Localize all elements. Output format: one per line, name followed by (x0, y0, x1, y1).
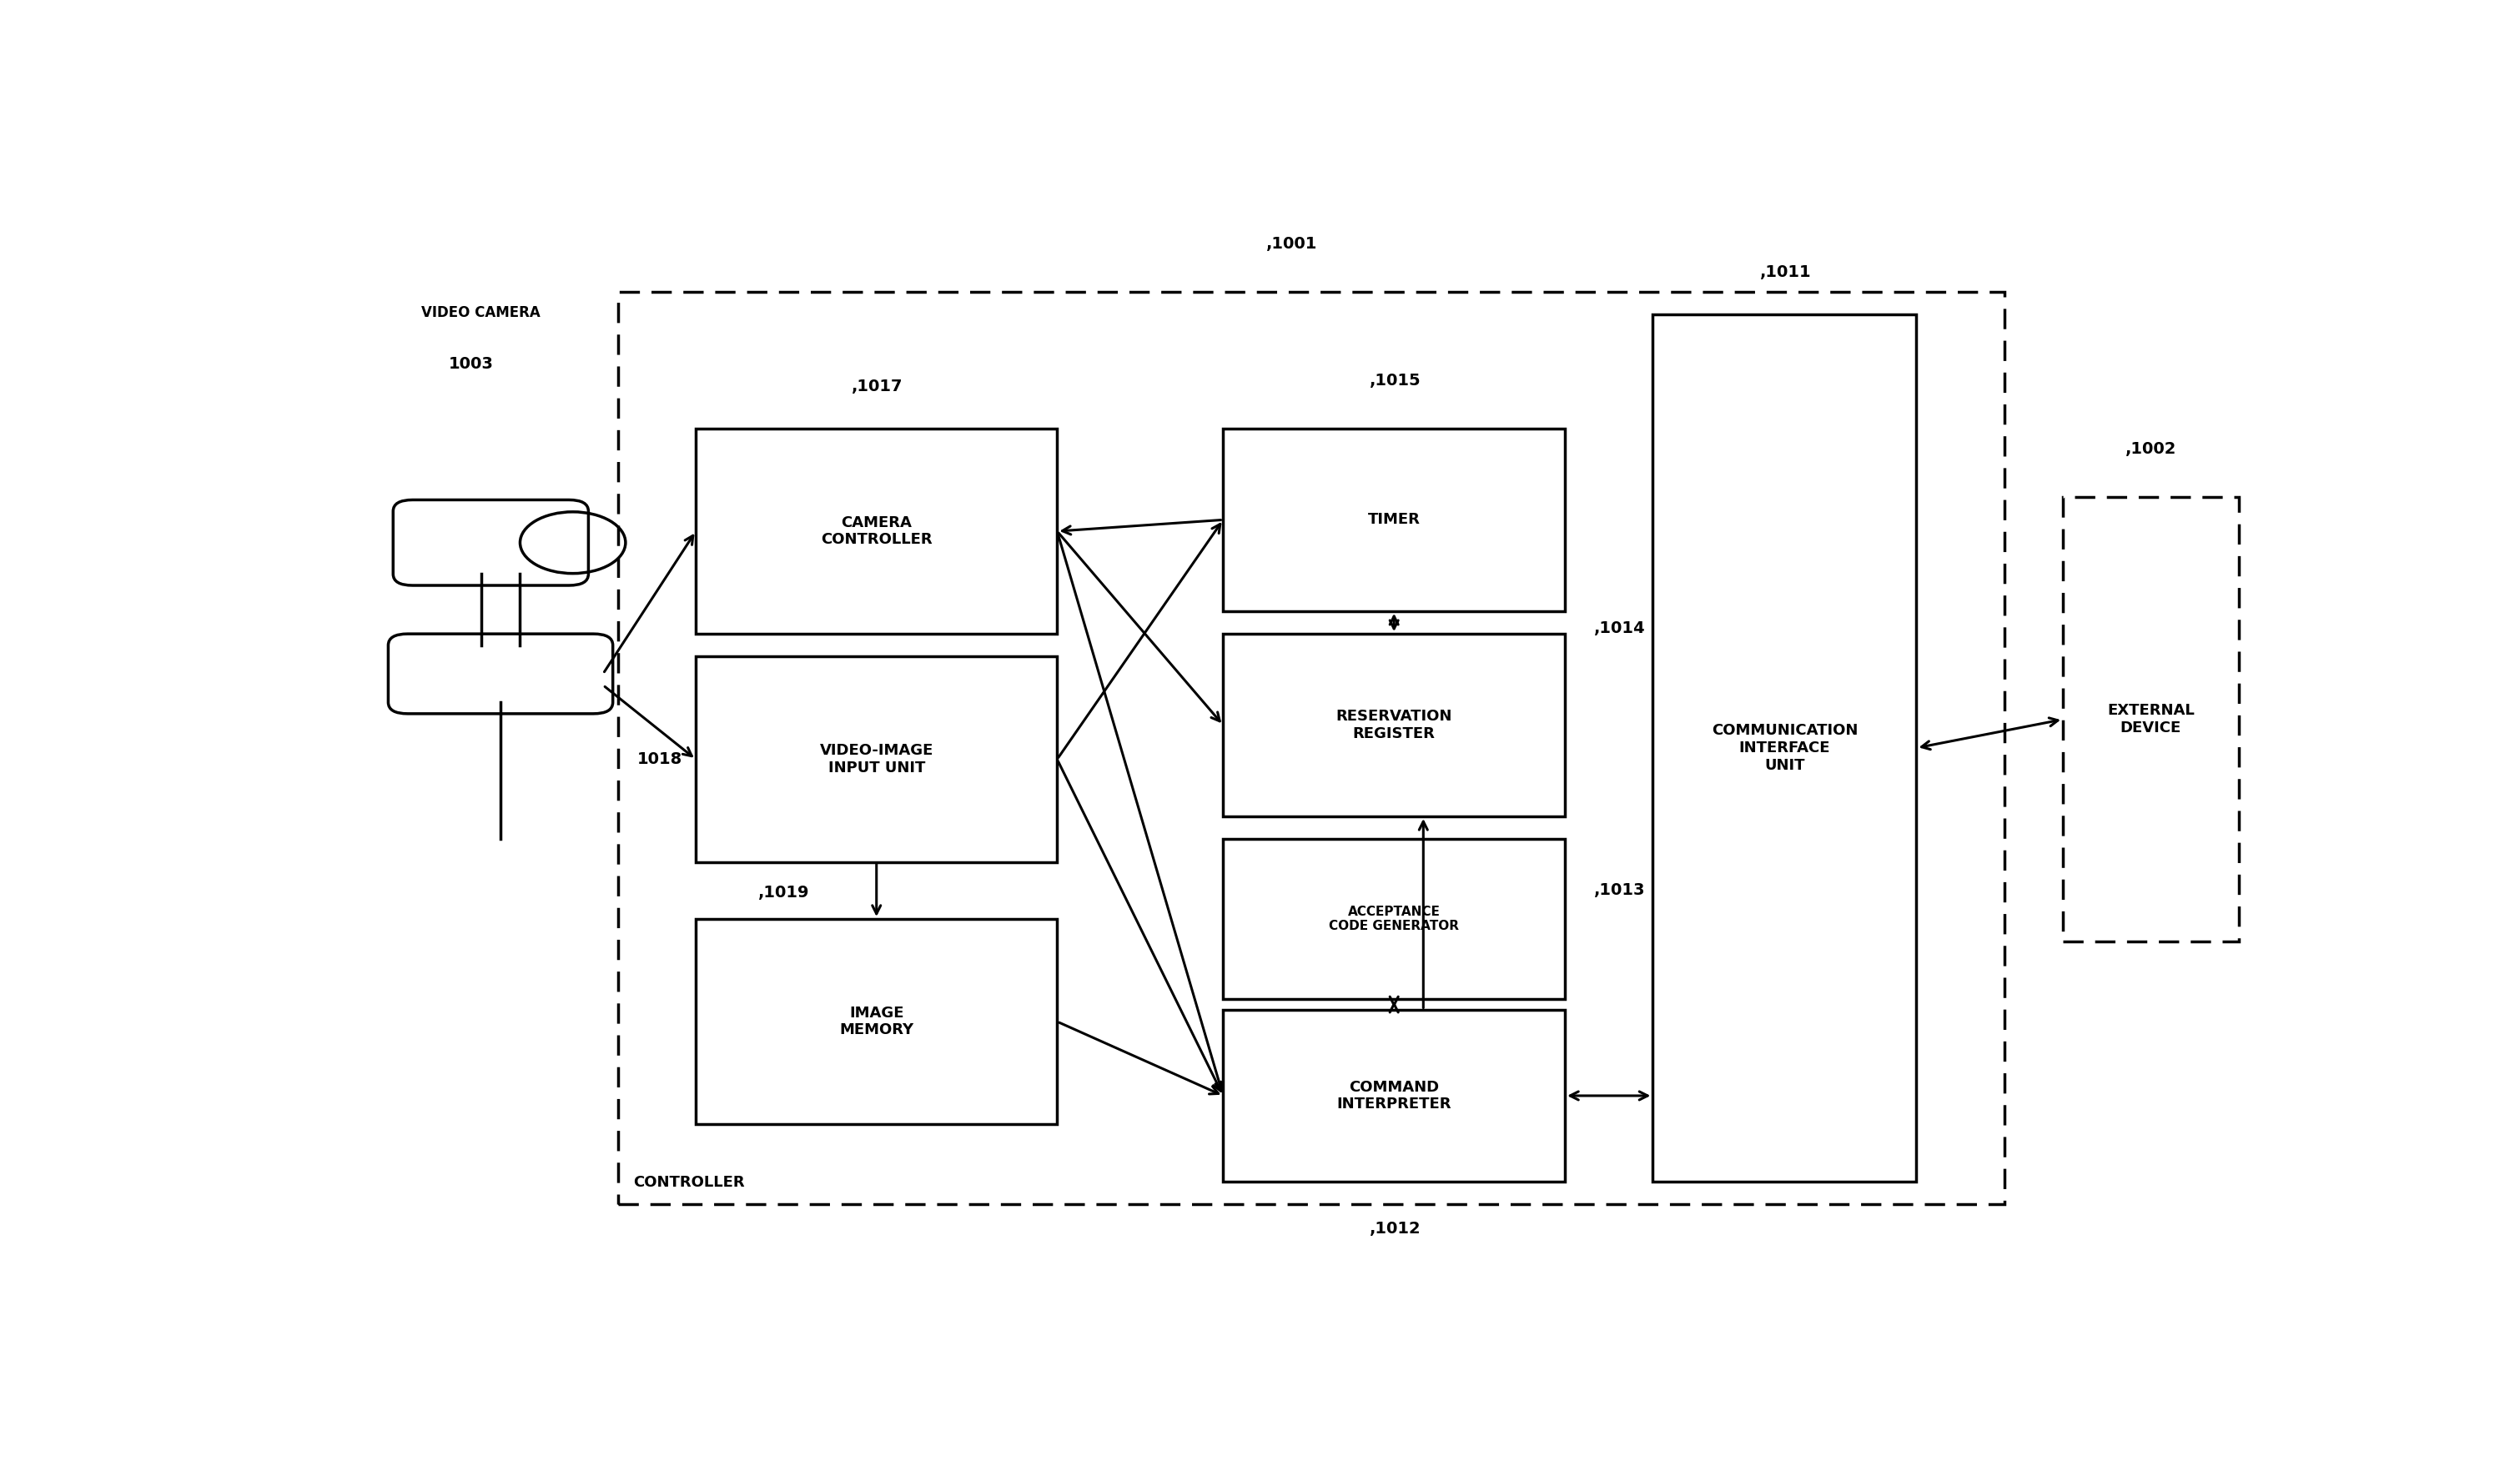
Text: VIDEO-IMAGE
INPUT UNIT: VIDEO-IMAGE INPUT UNIT (819, 743, 932, 776)
Text: IMAGE
MEMORY: IMAGE MEMORY (839, 1006, 915, 1038)
Text: CAMERA
CONTROLLER: CAMERA CONTROLLER (822, 515, 932, 548)
Bar (1222, 1010, 1565, 1182)
Bar (696, 428, 1058, 634)
Text: CONTROLLER: CONTROLLER (633, 1176, 746, 1191)
Text: ,1012: ,1012 (1368, 1222, 1421, 1237)
Text: ACCEPTANCE
CODE GENERATOR: ACCEPTANCE CODE GENERATOR (1328, 905, 1459, 933)
Text: RESERVATION
REGISTER: RESERVATION REGISTER (1336, 709, 1452, 742)
Bar (1222, 428, 1565, 612)
Text: TIMER: TIMER (1368, 512, 1421, 527)
Text: COMMUNICATION
INTERFACE
UNIT: COMMUNICATION INTERFACE UNIT (1711, 723, 1857, 773)
Text: EXTERNAL
DEVICE: EXTERNAL DEVICE (2107, 703, 2195, 736)
Bar (617, 292, 2003, 1204)
Text: ,1015: ,1015 (1368, 373, 1421, 388)
Text: ,1013: ,1013 (1595, 883, 1646, 899)
Text: 1018: 1018 (638, 751, 683, 767)
Bar (696, 656, 1058, 862)
Bar (2064, 498, 2238, 942)
Bar (1222, 840, 1565, 998)
Bar (696, 918, 1058, 1124)
Text: ,1019: ,1019 (759, 884, 809, 900)
Text: ,1002: ,1002 (2124, 441, 2177, 458)
Text: ,1014: ,1014 (1595, 621, 1646, 635)
Bar (1653, 314, 1915, 1182)
Text: 1003: 1003 (449, 355, 494, 372)
Text: ,1017: ,1017 (852, 379, 902, 394)
Text: VIDEO CAMERA: VIDEO CAMERA (421, 305, 542, 320)
Text: COMMAND
INTERPRETER: COMMAND INTERPRETER (1336, 1080, 1452, 1112)
Text: ,1001: ,1001 (1265, 235, 1318, 252)
Text: ,1011: ,1011 (1759, 265, 1812, 280)
Bar (1222, 634, 1565, 816)
